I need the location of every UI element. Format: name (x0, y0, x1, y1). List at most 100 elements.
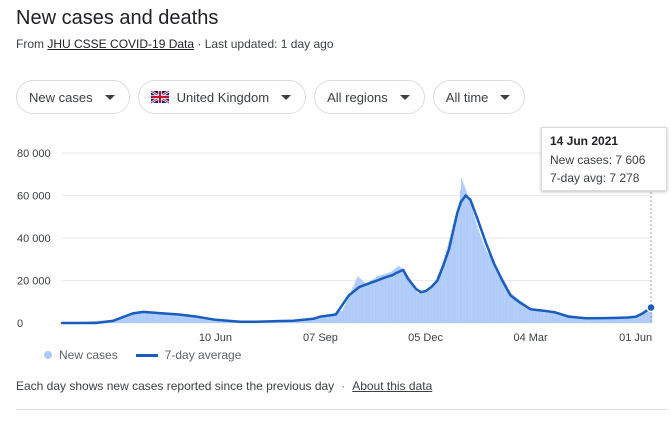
new-cases-bar (574, 316, 576, 323)
new-cases-bar (496, 268, 498, 323)
new-cases-bar (309, 318, 312, 323)
new-cases-bar (476, 225, 478, 323)
new-cases-bar (130, 313, 132, 323)
about-data-link[interactable]: About this data (352, 379, 433, 393)
new-cases-bar (404, 272, 406, 323)
new-cases-bar (360, 279, 362, 323)
new-cases-bar (610, 317, 613, 323)
new-cases-bar (305, 319, 307, 323)
new-cases-bar (151, 312, 154, 323)
chevron-down-icon (281, 94, 292, 100)
new-cases-bar (184, 315, 187, 323)
new-cases-bar (361, 280, 364, 323)
new-cases-bar (547, 311, 549, 323)
new-cases-bar (306, 319, 308, 323)
new-cases-bar (419, 292, 421, 323)
new-cases-bar (490, 258, 492, 323)
page-title: New cases and deaths (16, 7, 219, 29)
new-cases-bar (188, 316, 190, 323)
new-cases-bar (549, 311, 551, 323)
new-cases-bar (455, 216, 457, 323)
new-cases-bar (176, 314, 178, 323)
new-cases-bar (596, 318, 599, 323)
y-tick-label: 80 000 (17, 148, 51, 160)
new-cases-bar (191, 316, 194, 323)
new-cases-bar (424, 290, 426, 323)
new-cases-bar (595, 318, 597, 323)
new-cases-bar (615, 317, 617, 323)
new-cases-bar (436, 278, 438, 323)
new-cases-bar (438, 272, 440, 323)
country-dropdown[interactable]: United Kingdom (137, 80, 307, 114)
new-cases-bar (161, 312, 163, 323)
new-cases-bar (383, 274, 385, 323)
new-cases-bar (573, 315, 575, 323)
new-cases-bar (222, 320, 224, 323)
new-cases-bar (531, 309, 534, 323)
new-cases-bar (366, 282, 368, 323)
new-cases-bar (555, 312, 557, 323)
seven-day-average-line (60, 194, 653, 325)
new-cases-bar (627, 316, 629, 323)
new-cases-bar (418, 292, 420, 323)
new-cases-bar (619, 317, 621, 323)
legend-7day-swatch (135, 353, 158, 357)
hover-point (646, 302, 656, 313)
new-cases-bar (509, 291, 511, 323)
new-cases-bar (164, 313, 166, 323)
new-cases-bar (387, 272, 390, 323)
source-link[interactable]: JHU CSSE COVID-19 Data (47, 37, 195, 51)
new-cases-bar (544, 311, 547, 323)
new-cases-bar (518, 299, 521, 323)
divider (16, 409, 667, 410)
new-cases-bar (580, 317, 582, 323)
new-cases-bar (640, 312, 642, 323)
new-cases-bar (116, 318, 118, 323)
filter-bar: New cases United Kingdom All regions All… (16, 80, 526, 114)
new-cases-bar (464, 188, 466, 323)
new-cases-bar (560, 313, 562, 323)
new-cases-bar (328, 314, 331, 323)
new-cases-bar (400, 268, 403, 323)
cases-chart[interactable]: 0 20 000 40 000 60 000 80 000 10 Jun 07 Sep 05 … (0, 120, 671, 350)
new-cases-bar (534, 309, 536, 323)
new-cases-bar (558, 313, 561, 323)
x-tick-label: 05 Dec (408, 332, 443, 344)
new-cases-bar (475, 221, 477, 323)
new-cases-bar (337, 311, 339, 323)
new-cases-bar (498, 272, 501, 323)
region-dropdown-label: All regions (327, 89, 388, 105)
new-cases-bar (536, 309, 538, 323)
new-cases-bar (617, 317, 620, 323)
new-cases-bar (603, 318, 606, 323)
new-cases-bar (642, 311, 645, 323)
time-range-dropdown[interactable]: All time (432, 80, 526, 114)
new-cases-bar (514, 296, 516, 323)
new-cases-bar (614, 317, 616, 323)
new-cases-bar (340, 310, 342, 323)
new-cases-bar (425, 290, 427, 323)
new-cases-bar (325, 316, 327, 323)
region-dropdown[interactable]: All regions (314, 80, 425, 114)
new-cases-bar (423, 290, 425, 323)
new-cases-bar (538, 310, 541, 323)
metric-dropdown[interactable]: New cases (16, 80, 130, 114)
new-cases-bar (600, 318, 602, 323)
new-cases-bar (576, 316, 578, 323)
new-cases-bar (217, 320, 220, 323)
new-cases-bar (630, 316, 633, 323)
new-cases-bar (582, 317, 584, 323)
new-cases-bar (477, 229, 479, 323)
new-cases-bar (134, 312, 136, 323)
new-cases-bar (386, 273, 388, 323)
new-cases-bar (169, 313, 171, 323)
new-cases-bar (563, 313, 565, 323)
new-cases-bar (527, 306, 529, 323)
new-cases-bar (139, 311, 142, 323)
new-cases-bar (318, 317, 320, 323)
new-cases-bar (365, 283, 367, 323)
new-cases-bar (634, 316, 636, 323)
new-cases-bar (218, 320, 221, 323)
new-cases-bar (648, 308, 650, 323)
chevron-down-icon (500, 94, 511, 100)
